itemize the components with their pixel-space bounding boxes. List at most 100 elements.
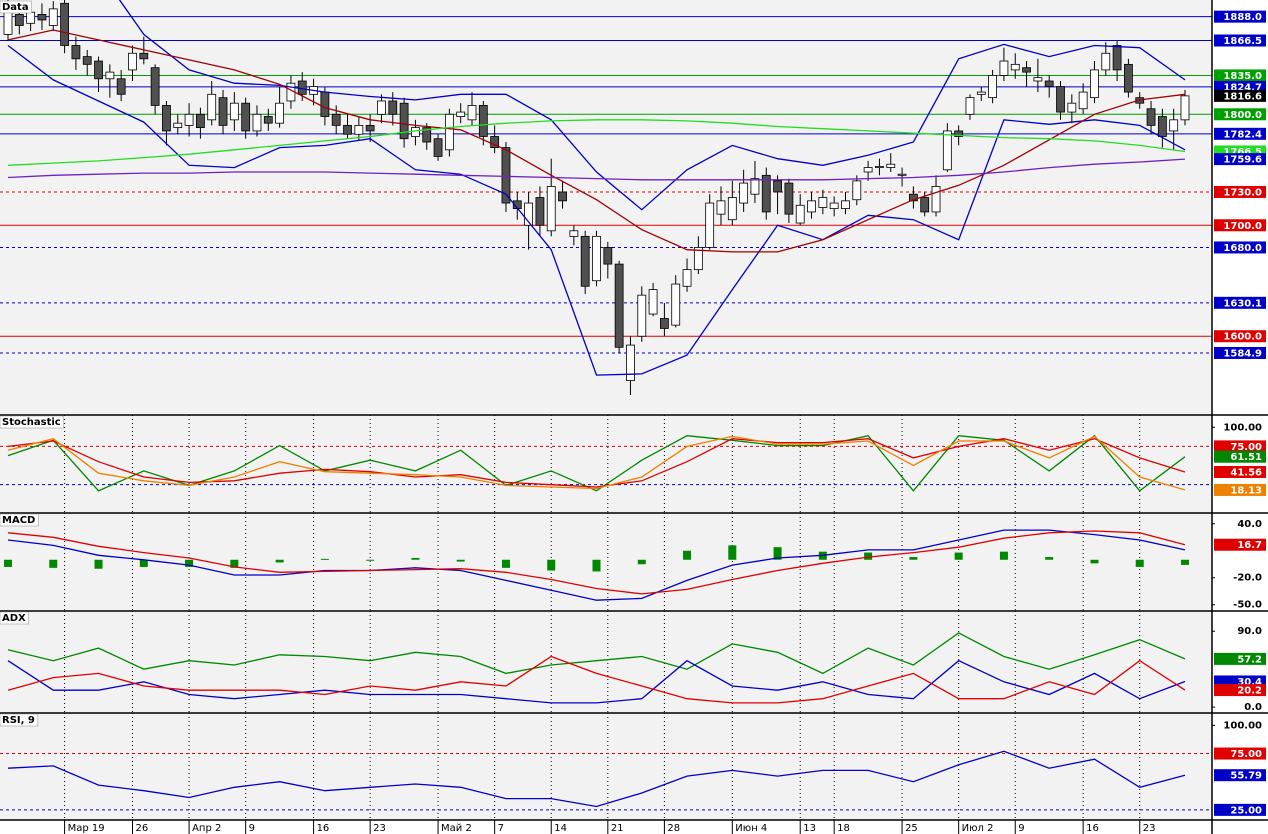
panel-title: RSI, 9 xyxy=(2,715,35,726)
series-line xyxy=(7,659,1186,704)
candle-body xyxy=(603,247,613,265)
candle-body xyxy=(671,283,681,326)
candle-body xyxy=(637,294,647,337)
candle-body xyxy=(94,60,103,80)
candle-body xyxy=(569,230,579,237)
value-tag-box xyxy=(1214,747,1266,760)
series-line xyxy=(7,529,1186,601)
histogram-bar xyxy=(909,557,918,560)
histogram-bar xyxy=(773,547,782,560)
candle-body xyxy=(614,263,624,348)
candle-body xyxy=(875,166,884,168)
y-tick-label: 90.0 xyxy=(1237,626,1262,637)
candle-body xyxy=(331,113,341,126)
candle-body xyxy=(60,2,69,46)
candle-body xyxy=(422,127,432,143)
candle-body xyxy=(524,202,533,226)
x-tick-label: Мар 19 xyxy=(68,823,105,834)
value-tag-box xyxy=(1214,684,1266,697)
x-tick-label: 25 xyxy=(905,823,918,834)
x-tick-label: 7 xyxy=(498,823,504,834)
candle-body xyxy=(761,174,771,213)
histogram-bar xyxy=(501,559,510,568)
value-tag-box xyxy=(1214,769,1266,782)
histogram-bar xyxy=(728,545,737,560)
candle-body xyxy=(1180,95,1190,121)
value-tag-box xyxy=(1214,127,1266,140)
value-tag: 1700.0 xyxy=(1223,221,1262,232)
histogram-bar xyxy=(954,552,963,560)
histogram-bar xyxy=(366,559,375,561)
value-tag: 1888.0 xyxy=(1223,12,1262,23)
value-tag-box xyxy=(1214,465,1266,478)
candle-body xyxy=(37,14,47,21)
candle-body xyxy=(433,138,443,157)
histogram-bar xyxy=(185,559,194,567)
candle-body xyxy=(818,197,828,208)
candle-body xyxy=(377,100,386,115)
panel xyxy=(7,611,1186,713)
x-tick-label: Май 2 xyxy=(441,823,472,834)
panel xyxy=(0,0,1212,396)
candle-body xyxy=(229,102,239,121)
value-tag-box xyxy=(1214,219,1266,232)
candle-body xyxy=(1124,63,1133,93)
candle-body xyxy=(365,124,375,132)
candle-body xyxy=(863,167,873,173)
candle-body xyxy=(580,235,590,287)
y-tick-label: 100.00 xyxy=(1223,720,1262,731)
candle-body xyxy=(218,97,228,126)
value-tag: 75.00 xyxy=(1230,749,1262,760)
candle-body xyxy=(82,56,92,65)
value-tag: 1800.0 xyxy=(1223,110,1262,121)
candle-body xyxy=(105,71,115,80)
value-tag-box xyxy=(1214,108,1266,121)
series-line xyxy=(7,44,1186,376)
panel-title: ADX xyxy=(2,613,26,624)
value-tag: 41.56 xyxy=(1230,467,1262,478)
panel xyxy=(4,513,1189,611)
candle-body xyxy=(829,202,839,210)
candle-body xyxy=(795,204,805,224)
value-tag-box xyxy=(1214,346,1266,359)
candle-body xyxy=(343,124,352,135)
value-tag: 25.00 xyxy=(1230,805,1262,816)
candle-body xyxy=(297,80,307,95)
value-tag-box xyxy=(1214,538,1266,551)
panel xyxy=(0,713,1212,820)
panel-title: Stochastic xyxy=(2,417,61,428)
value-tag-box xyxy=(1214,450,1266,463)
value-tag: 18.13 xyxy=(1230,485,1262,496)
series-line xyxy=(7,435,1186,491)
candle-body xyxy=(467,105,477,121)
candle-body xyxy=(727,197,737,221)
candle-body xyxy=(886,163,896,168)
x-tick-label: Июл 2 xyxy=(962,823,994,834)
candle-body xyxy=(14,14,24,26)
value-tag: 55.79 xyxy=(1230,771,1262,782)
candle-body xyxy=(456,111,466,117)
value-tag-box xyxy=(1214,241,1266,254)
x-tick-label: 23 xyxy=(1143,823,1156,834)
x-tick-label: 23 xyxy=(373,823,386,834)
candle-body xyxy=(908,193,918,202)
candle-body xyxy=(71,45,81,60)
x-tick-label: 9 xyxy=(1018,823,1024,834)
x-tick-label: 16 xyxy=(1086,823,1099,834)
candle-body xyxy=(965,97,975,115)
histogram-bar xyxy=(999,551,1008,560)
value-tag: 1630.1 xyxy=(1223,298,1262,309)
value-tag: 20.2 xyxy=(1237,686,1262,697)
candle-body xyxy=(999,60,1009,76)
candle-body xyxy=(1067,102,1077,113)
candle-body xyxy=(558,191,567,202)
panel-title-box xyxy=(0,415,64,429)
candle-body xyxy=(1101,52,1111,71)
candle-body xyxy=(897,173,907,176)
candle-body xyxy=(716,200,726,215)
value-tag-box xyxy=(1214,440,1266,453)
candle-body xyxy=(444,113,454,151)
panel-title-box xyxy=(0,0,32,14)
candle-body xyxy=(693,247,703,271)
x-tick-label: 28 xyxy=(667,823,680,834)
